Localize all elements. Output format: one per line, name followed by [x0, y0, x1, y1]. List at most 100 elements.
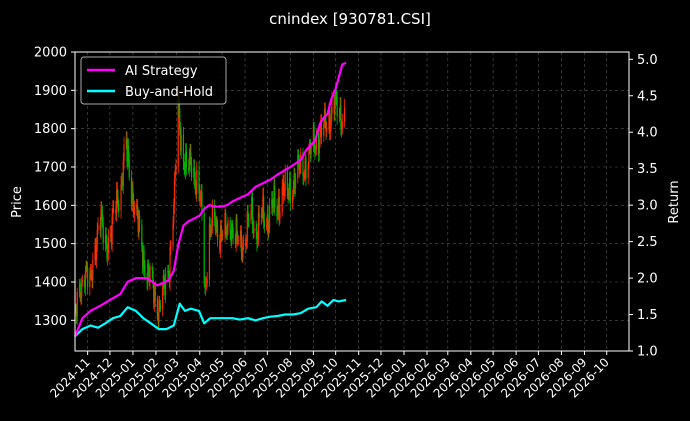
candle-body — [177, 96, 179, 167]
y-tick-label-left: 1300 — [34, 314, 67, 329]
candle-body — [148, 269, 150, 283]
candle-body — [164, 282, 166, 296]
candle-body — [79, 283, 81, 297]
candle-body — [297, 154, 299, 179]
candle-body — [226, 227, 228, 235]
candle-body — [136, 205, 138, 208]
candle-body — [99, 224, 101, 231]
left-axis-ticks: 1300 1400 1500 1600 1700 1800 1900 2000 — [34, 46, 75, 329]
candle-body — [279, 212, 281, 218]
candle-body — [237, 235, 239, 241]
candle-body — [273, 185, 275, 207]
candle-body — [220, 225, 222, 234]
candle-body — [144, 264, 146, 278]
candle-body — [170, 246, 172, 248]
candle-body — [123, 144, 125, 161]
candle-body — [292, 186, 294, 197]
candle-body — [102, 224, 104, 244]
candle-body — [100, 209, 102, 231]
candle-body — [84, 271, 86, 288]
candle-body — [242, 240, 245, 242]
candle-body — [136, 205, 138, 213]
candle-body — [167, 270, 170, 278]
candle-body — [78, 283, 81, 293]
candle-body — [172, 223, 174, 247]
candle-body — [159, 304, 162, 310]
candle-body — [216, 221, 218, 225]
candle-body — [330, 114, 332, 126]
candle-body — [267, 214, 269, 233]
ai-strategy-line — [73, 61, 347, 337]
candle-body — [291, 196, 294, 203]
candle-body — [288, 195, 290, 197]
candle-body — [268, 206, 271, 229]
candle-body — [298, 159, 300, 170]
chart-title: cnindex [930781.CSI] — [269, 10, 431, 28]
candle-body — [329, 109, 331, 133]
candle-body — [293, 173, 295, 187]
candle-body — [221, 233, 223, 236]
candle-body — [235, 218, 237, 245]
candle-body — [173, 205, 175, 224]
candle-body — [224, 212, 226, 235]
legend-box — [80, 56, 227, 105]
candle-body — [263, 195, 265, 221]
candle-body — [214, 205, 216, 219]
candle-body — [334, 102, 336, 114]
candle-body — [318, 144, 320, 154]
candle-body — [338, 115, 340, 117]
candle-body — [205, 284, 207, 288]
candle-body — [141, 224, 143, 248]
candle-body — [240, 230, 242, 253]
candle-body — [173, 178, 176, 206]
candle-body — [283, 191, 286, 196]
candle-body — [188, 167, 190, 170]
candle-body — [229, 220, 231, 233]
y-tick-label-right: 4.0 — [637, 126, 658, 141]
candle-body — [147, 263, 149, 283]
candle-body — [120, 184, 122, 211]
right-axis-ticks: 1.0 1.5 2.0 2.5 3.0 3.5 4.0 4.5 5.0 — [629, 53, 658, 360]
candle-body — [247, 211, 249, 221]
candle-body — [110, 233, 112, 244]
candle-body — [81, 281, 83, 297]
candle-body — [156, 299, 159, 317]
candle-body — [90, 270, 92, 277]
candle-body — [121, 180, 124, 187]
candle-body — [248, 220, 250, 222]
candle-body — [272, 206, 274, 209]
candle-body — [257, 213, 260, 240]
candle-body — [104, 235, 107, 244]
candle-body — [106, 242, 108, 258]
candle-body — [219, 225, 222, 251]
candle-body — [294, 178, 297, 189]
candle-body — [242, 241, 244, 258]
candle-body — [227, 220, 229, 228]
candle-body — [236, 218, 238, 236]
candle-body — [232, 230, 234, 238]
candle-body — [110, 233, 112, 237]
candle-body — [157, 316, 159, 323]
candle-body — [286, 171, 288, 191]
candle-body — [287, 190, 289, 197]
legend: AI Strategy Buy-and-Hold — [80, 56, 227, 105]
candle-body — [258, 213, 260, 218]
y-tick-label-right: 2.0 — [637, 272, 658, 287]
candle-body — [307, 165, 309, 178]
y-tick-label-right: 2.5 — [637, 235, 658, 250]
candle-body — [162, 274, 164, 288]
candle-body — [115, 190, 118, 214]
candle-body — [91, 276, 93, 281]
candle-body — [75, 307, 78, 317]
candle-body — [335, 91, 337, 103]
candle-body — [107, 236, 110, 253]
candle-body — [179, 109, 181, 130]
candle-body — [284, 171, 286, 192]
candle-body — [266, 214, 268, 226]
candle-body — [225, 212, 227, 230]
candle-body — [139, 215, 141, 225]
candle-body — [200, 192, 202, 199]
candle-body — [303, 173, 306, 179]
candle-body — [341, 127, 343, 130]
candle-body — [271, 199, 273, 207]
